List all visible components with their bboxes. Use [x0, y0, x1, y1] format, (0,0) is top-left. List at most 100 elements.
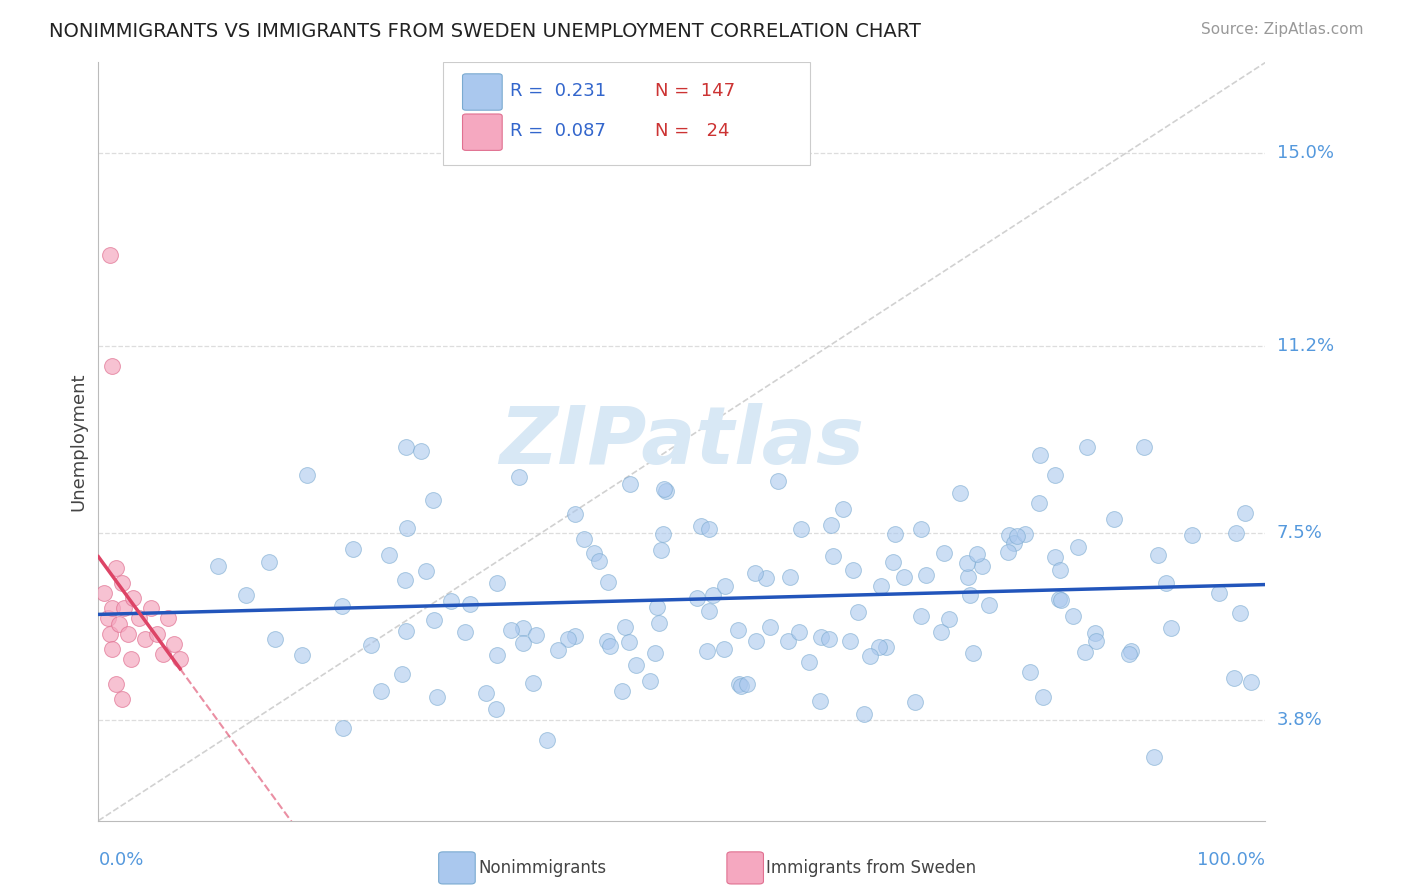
Point: [101, 601, 124, 615]
Point: [1229, 606, 1251, 620]
Point: [1074, 645, 1097, 659]
Point: [949, 486, 972, 500]
Point: [395, 624, 418, 638]
Point: [101, 359, 124, 373]
Point: [395, 521, 418, 535]
Point: [650, 542, 672, 557]
Point: [596, 633, 619, 648]
Point: [1043, 549, 1066, 564]
Point: [1118, 647, 1140, 661]
Point: [1067, 541, 1090, 555]
Point: [1049, 563, 1071, 577]
Point: [655, 484, 678, 499]
Point: [1225, 525, 1247, 540]
Point: [1222, 672, 1244, 686]
Point: [832, 501, 855, 516]
Point: [648, 615, 671, 630]
Point: [959, 588, 981, 602]
Text: 7.5%: 7.5%: [1277, 524, 1323, 541]
Point: [330, 599, 353, 613]
Point: [599, 639, 621, 653]
Point: [882, 555, 904, 569]
Point: [652, 482, 675, 496]
Point: [1181, 528, 1204, 542]
Point: [697, 522, 720, 536]
Text: Immigrants from Sweden: Immigrants from Sweden: [766, 859, 976, 877]
Point: [979, 599, 1001, 613]
Point: [727, 624, 749, 638]
Point: [956, 556, 979, 570]
Point: [1160, 621, 1182, 635]
Point: [422, 493, 444, 508]
Point: [728, 677, 751, 691]
Point: [291, 648, 314, 662]
Point: [962, 646, 984, 660]
Text: ZIPatlas: ZIPatlas: [499, 402, 865, 481]
Point: [1029, 448, 1052, 462]
Point: [122, 591, 145, 606]
Point: [111, 692, 134, 706]
Point: [454, 624, 477, 639]
Text: NONIMMIGRANTS VS IMMIGRANTS FROM SWEDEN UNEMPLOYMENT CORRELATION CHART: NONIMMIGRANTS VS IMMIGRANTS FROM SWEDEN …: [49, 22, 921, 41]
Point: [779, 570, 801, 584]
Point: [744, 566, 766, 580]
Point: [583, 546, 606, 560]
Point: [146, 626, 169, 640]
Point: [134, 632, 156, 646]
Point: [910, 608, 932, 623]
Point: [823, 549, 845, 563]
Point: [842, 563, 865, 577]
Point: [1156, 575, 1178, 590]
Point: [1143, 750, 1166, 764]
Point: [619, 477, 641, 491]
Point: [868, 640, 890, 655]
Text: 11.2%: 11.2%: [1277, 336, 1334, 354]
Point: [1132, 440, 1154, 454]
Text: R =  0.231: R = 0.231: [510, 82, 606, 100]
Point: [970, 559, 993, 574]
Point: [485, 648, 508, 662]
Point: [997, 545, 1019, 559]
Point: [853, 707, 876, 722]
Point: [108, 616, 131, 631]
Point: [104, 561, 127, 575]
Point: [1028, 496, 1050, 510]
Point: [475, 686, 498, 700]
Point: [422, 613, 444, 627]
Point: [97, 611, 120, 625]
Point: [484, 702, 506, 716]
Point: [645, 599, 668, 614]
Point: [120, 652, 142, 666]
Point: [98, 626, 121, 640]
Point: [508, 470, 530, 484]
Point: [104, 677, 127, 691]
Point: [395, 440, 418, 454]
Point: [536, 733, 558, 747]
Point: [547, 643, 569, 657]
Point: [1240, 674, 1263, 689]
Point: [1233, 506, 1256, 520]
Point: [904, 695, 927, 709]
Point: [98, 247, 121, 261]
Point: [501, 624, 523, 638]
Point: [415, 565, 437, 579]
Point: [610, 684, 633, 698]
Point: [957, 570, 980, 584]
Point: [522, 676, 544, 690]
Point: [360, 638, 382, 652]
Point: [998, 528, 1021, 542]
Point: [730, 679, 752, 693]
Point: [817, 632, 839, 646]
Text: Source: ZipAtlas.com: Source: ZipAtlas.com: [1201, 22, 1364, 37]
Point: [1102, 512, 1125, 526]
Point: [914, 568, 936, 582]
Point: [929, 625, 952, 640]
Point: [859, 649, 882, 664]
Point: [1014, 526, 1036, 541]
Point: [458, 597, 481, 611]
Point: [1045, 468, 1067, 483]
Point: [966, 548, 988, 562]
Point: [838, 634, 860, 648]
FancyBboxPatch shape: [463, 74, 502, 111]
Point: [1049, 593, 1071, 607]
